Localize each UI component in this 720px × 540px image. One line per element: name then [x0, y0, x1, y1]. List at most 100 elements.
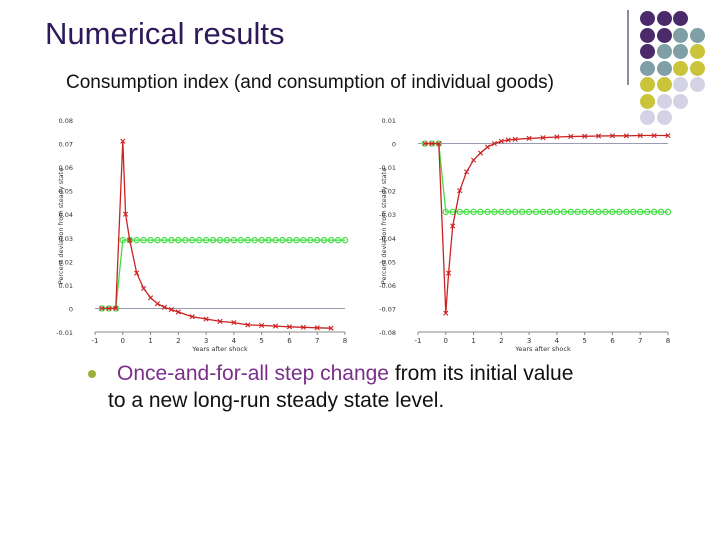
data-point [230, 236, 238, 244]
data-point-stroke [491, 140, 497, 147]
data-point [341, 236, 349, 244]
data-point-stroke [272, 323, 279, 329]
data-point [161, 304, 168, 310]
data-point-stroke [120, 138, 126, 144]
data-point [657, 208, 665, 216]
y-tick-label: 0.05 [59, 188, 73, 196]
data-point [637, 208, 644, 216]
y-tick-label: 0 [69, 305, 73, 313]
data-point-stroke [505, 137, 511, 143]
data-point [147, 236, 154, 244]
title-divider [627, 10, 629, 85]
data-point-stroke [154, 301, 161, 307]
slide-title: Numerical results [45, 16, 285, 51]
slide-subtitle: Consumption index (and consumption of in… [66, 72, 554, 93]
data-point-stroke [477, 150, 484, 156]
decorative-dot [640, 93, 655, 109]
data-point [650, 208, 658, 216]
series-line [424, 142, 668, 213]
data-point [643, 208, 651, 216]
data-point-stroke [147, 295, 154, 301]
data-point-stroke [231, 319, 237, 326]
data-point-stroke [314, 325, 320, 331]
data-point [574, 208, 581, 216]
data-point [265, 236, 272, 244]
data-point-stroke [464, 169, 470, 175]
data-point [484, 208, 491, 216]
data-point-stroke [457, 188, 463, 194]
data-point [470, 208, 477, 216]
data-point [623, 208, 630, 216]
data-point [665, 132, 671, 139]
data-point [602, 208, 609, 216]
x-tick-label: -1 [92, 337, 99, 345]
data-point [512, 208, 519, 216]
data-point [127, 237, 133, 243]
data-point [258, 236, 265, 244]
decorative-dot [673, 11, 688, 26]
data-point [553, 208, 561, 216]
data-point [307, 236, 314, 244]
data-point [456, 208, 463, 216]
data-point [623, 133, 629, 139]
data-point-stroke [141, 285, 147, 292]
data-point [328, 325, 334, 331]
data-point-stroke [526, 135, 532, 141]
data-point [272, 323, 279, 329]
y-tick-label: -0.01 [379, 164, 396, 172]
bullet-item: Once-and-for-all step change from its in… [88, 360, 698, 414]
data-point [512, 136, 518, 142]
data-point-stroke [175, 309, 181, 315]
series-line [101, 141, 332, 329]
data-point [182, 236, 189, 244]
data-point [209, 236, 217, 244]
data-point [436, 140, 442, 147]
x-tick-label: 5 [259, 337, 263, 345]
y-tick-label: 0.03 [59, 235, 73, 243]
data-point-stroke [436, 140, 442, 147]
data-point [616, 208, 623, 216]
data-point [168, 236, 175, 244]
data-point [588, 208, 595, 216]
data-point [113, 305, 119, 312]
data-point [300, 324, 306, 330]
data-point [259, 322, 265, 328]
decorative-dot [640, 110, 655, 125]
data-point [491, 208, 498, 216]
data-point-stroke [450, 223, 456, 229]
decorative-dot [656, 27, 672, 43]
x-axis-label: Years after shock [191, 345, 248, 353]
data-point [141, 285, 147, 292]
data-point [470, 157, 477, 163]
data-point [442, 208, 449, 216]
data-point [293, 236, 300, 244]
data-point [231, 319, 237, 326]
decorative-dot [673, 44, 688, 59]
chart-consumption-fall: -0.08 -0.07 -0.06 -0.05 -0.04 -0.03 -0.02 -0.01… [378, 110, 678, 360]
data-point [320, 236, 328, 244]
data-point-stroke [328, 325, 334, 331]
data-point-stroke [99, 305, 105, 312]
data-point-stroke [217, 318, 223, 324]
data-point [120, 138, 126, 144]
data-point [175, 236, 182, 244]
data-point [491, 140, 497, 147]
data-point [327, 236, 335, 244]
data-point [245, 322, 251, 328]
y-tick-label: -0.01 [56, 329, 73, 337]
data-point [279, 236, 286, 244]
data-point [106, 305, 112, 312]
bullet-text-line1: from its initial value [389, 362, 574, 385]
y-tick-label: 0.06 [59, 164, 73, 172]
data-point [300, 236, 307, 244]
data-point [134, 270, 140, 276]
data-point-stroke [443, 310, 449, 316]
decorative-dot [689, 60, 705, 76]
bullet-highlight: Once-and-for-all step change [117, 362, 389, 385]
chart-svg: -0.08 -0.07 -0.06 -0.05 -0.04 -0.03 -0.02 -0.01… [379, 117, 672, 353]
decorative-dot [640, 11, 655, 26]
decorative-dot [689, 44, 705, 59]
x-tick-label: 3 [527, 337, 531, 345]
data-point [630, 208, 637, 216]
data-point [443, 310, 449, 316]
